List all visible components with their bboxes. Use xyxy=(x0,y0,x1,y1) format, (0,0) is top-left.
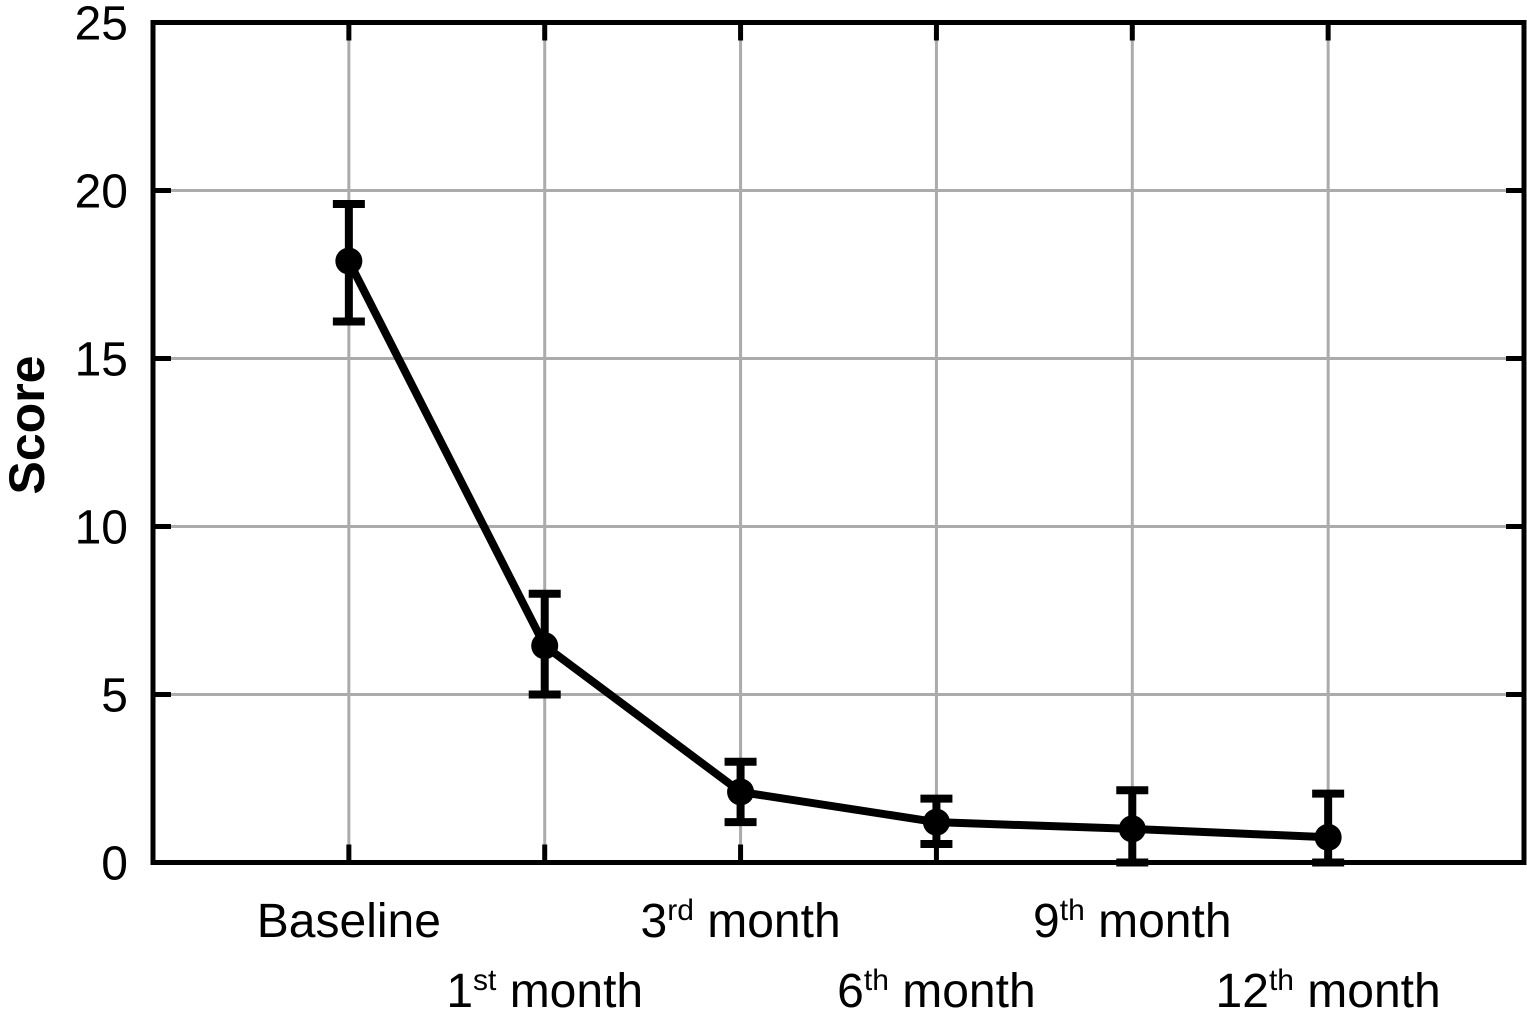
x-tick-label: 6th month xyxy=(837,964,1035,1014)
x-tick-label: Baseline xyxy=(257,895,441,948)
y-tick-label: 10 xyxy=(75,502,128,555)
x-tick-label: 3rd month xyxy=(641,894,841,948)
x-tick-label: 9th month xyxy=(1033,894,1231,948)
y-tick-label: 25 xyxy=(75,0,128,51)
x-tick-label: 12th month xyxy=(1216,964,1441,1014)
data-point xyxy=(531,632,559,660)
y-tick-label: 20 xyxy=(75,166,128,219)
y-tick-label: 5 xyxy=(101,670,128,723)
y-tick-label: 0 xyxy=(101,838,128,891)
y-tick-label: 15 xyxy=(75,334,128,387)
data-point xyxy=(335,247,363,275)
data-point xyxy=(1118,815,1146,843)
data-line xyxy=(344,257,1333,842)
data-point xyxy=(922,808,950,836)
plot-frame xyxy=(150,20,1527,865)
x-tick-label: 1st month xyxy=(446,964,643,1014)
data-point xyxy=(727,778,755,806)
data-point xyxy=(1314,823,1342,851)
y-axis-label: Score xyxy=(0,356,55,495)
